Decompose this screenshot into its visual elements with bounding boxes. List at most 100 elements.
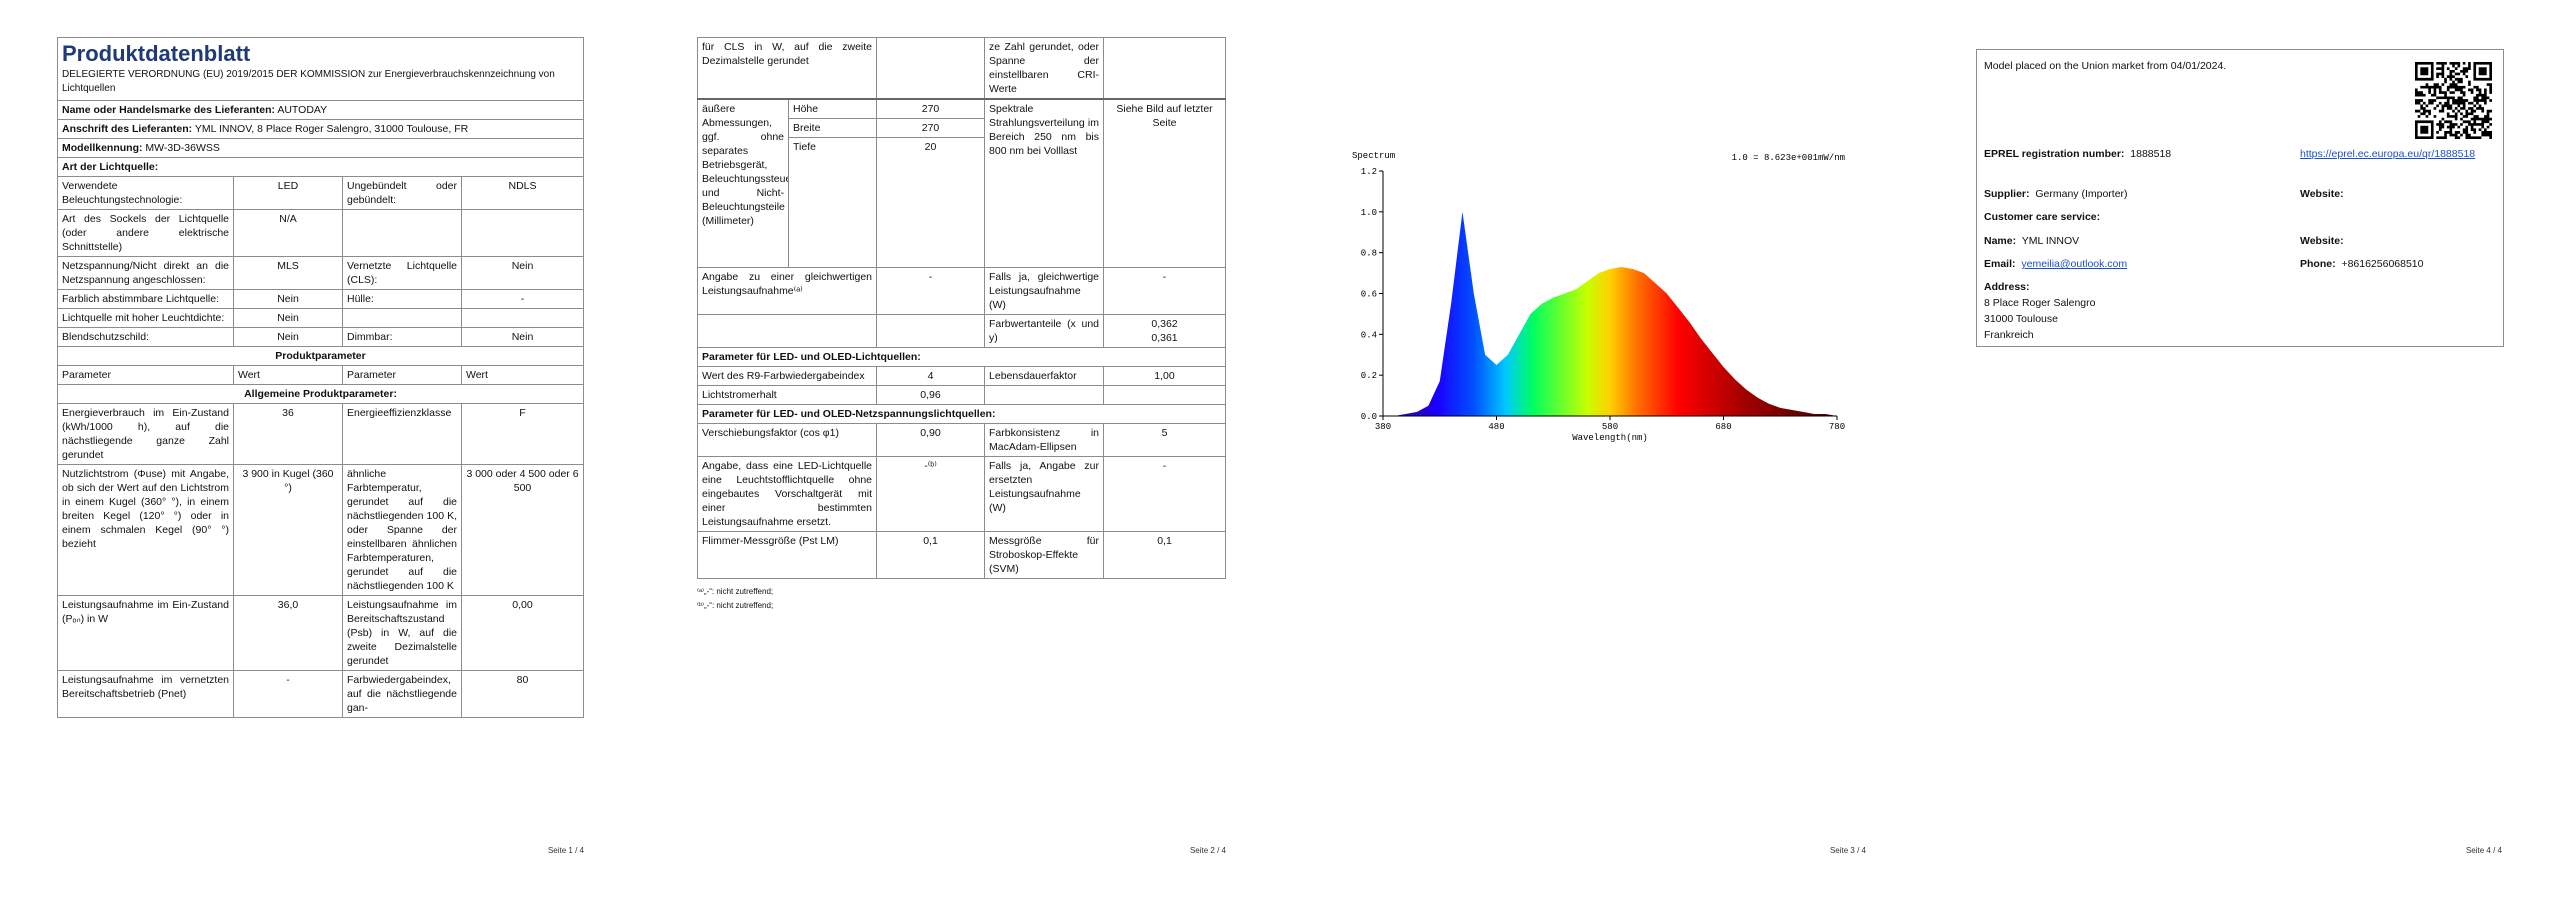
datasheet-table: Produktdatenblatt DELEGIERTE VERORDNUNG … <box>57 37 584 718</box>
cell: LED <box>233 176 343 210</box>
page-footer: Seite 1 / 4 <box>547 846 584 855</box>
supplier: Supplier: Germany (Importer) <box>1984 188 2128 200</box>
address-line: 31000 Toulouse <box>1984 313 2058 325</box>
cell: 0,1 <box>876 531 986 579</box>
y-tick-label: 1.0 <box>1361 208 1377 218</box>
value: 0,361 <box>1151 332 1178 344</box>
label: Phone: <box>2300 258 2336 270</box>
cell: 80 <box>460 670 584 718</box>
cell: Netzspannung/Nicht direkt an die Netzspa… <box>57 256 234 290</box>
section: Allgemeine Produktparameter: <box>57 384 584 404</box>
value: 0,362 <box>1151 318 1178 330</box>
cell <box>876 37 986 100</box>
cell: Nein <box>460 327 584 347</box>
cell: Modellkennung: MW-3D-36WSS <box>57 138 584 158</box>
chart-title: Spectrum <box>1352 151 1395 161</box>
cell: Hülle: <box>342 289 462 309</box>
cell: äußere Abmessungen, ggf. ohne separates … <box>697 98 789 268</box>
cell: 3 900 in Kugel (360 °) <box>233 464 343 596</box>
value: AUTODAY <box>277 104 328 116</box>
label: EPREL registration number: <box>1984 148 2125 160</box>
cell: Spektrale Strahlungsverteilung im Bereic… <box>984 98 1105 268</box>
column-header: Wert <box>460 365 584 385</box>
cell: - <box>1103 267 1227 315</box>
y-tick-label: 0.8 <box>1361 249 1377 259</box>
column-header: Parameter <box>342 365 462 385</box>
label: Anschrift des Lieferanten: <box>62 123 193 135</box>
x-tick-label: 480 <box>1488 422 1504 432</box>
cell: 0,96 <box>876 385 986 405</box>
x-tick-label: 780 <box>1829 422 1845 432</box>
cell: - <box>1103 456 1227 532</box>
y-tick-label: 0.4 <box>1361 330 1377 340</box>
page-footer: Seite 4 / 4 <box>2465 846 2502 855</box>
email-link[interactable]: yemeilia@outlook.com <box>2021 258 2128 270</box>
cell: Nein <box>233 289 343 309</box>
value: YML INNOV, 8 Place Roger Salengro, 31000… <box>194 123 469 135</box>
cell: 0,00 <box>460 595 584 671</box>
footnote: ⁽ᵇ⁾„-“: nicht zutreffend; <box>697 601 774 610</box>
cell: Nein <box>460 256 584 290</box>
cell <box>460 308 584 328</box>
cell: Farbwiedergabeindex, auf die nächstliege… <box>342 670 462 718</box>
cell: Nein <box>233 308 343 328</box>
section: Parameter für LED- und OLED-Lichtquellen… <box>697 347 1227 367</box>
dim-value: 270 <box>876 98 986 119</box>
x-axis-label: Wavelength(nm) <box>1572 433 1648 443</box>
placed-text: Model placed on the Union market from 04… <box>1984 60 2227 72</box>
cell: Name oder Handelsmarke des Lieferanten: … <box>57 100 584 120</box>
address-line: 8 Place Roger Salengro <box>1984 297 2096 309</box>
header-cell: Produktdatenblatt DELEGIERTE VERORDNUNG … <box>57 37 584 101</box>
label: Supplier: <box>1984 188 2030 200</box>
dim-name: Höhe <box>787 98 878 119</box>
cell: Verwendete Beleuchtungstechnologie: <box>57 176 234 210</box>
page-4-box: Model placed on the Union market from 04… <box>1976 49 2504 347</box>
column-header: Parameter <box>57 365 234 385</box>
page-footer: Seite 2 / 4 <box>1189 846 1226 855</box>
label: Modellkennung: <box>62 142 143 154</box>
cell: Lichtquelle mit hoher Leuchtdichte: <box>57 308 234 328</box>
cell: Energieverbrauch im Ein-Zustand (kWh/100… <box>57 403 234 465</box>
cell <box>984 385 1105 405</box>
value: Germany (Importer) <box>2035 188 2128 200</box>
datasheet-table: für CLS in W, auf die zweite Dezimalstel… <box>697 37 1227 579</box>
cell <box>1103 385 1227 405</box>
dim-value: 270 <box>876 118 986 138</box>
cell: 0,1 <box>1103 531 1227 579</box>
email: Email: yemeilia@outlook.com <box>1984 258 2127 270</box>
cell: Nein <box>233 327 343 347</box>
cell: Falls ja, gleichwertige Leistungsaufnahm… <box>984 267 1105 315</box>
cell: Leistungsaufnahme im Bereitschaftszustan… <box>342 595 462 671</box>
label: Customer care service: <box>1984 211 2101 223</box>
value: +8616256068510 <box>2341 258 2424 270</box>
cell: 0,362 0,361 <box>1103 314 1227 348</box>
cell: 0,90 <box>876 423 986 457</box>
spectrum-chart: Spectrum 1.0 = 8.623e+001mW/nm Wavelength(… <box>1352 151 1845 443</box>
cell: Leistungsaufnahme im Ein-Zustand (Pₒₙ) i… <box>57 595 234 671</box>
cell: Verschiebungsfaktor (cos φ1) <box>697 423 878 457</box>
cell: ähnliche Farbtemperatur, gerundet auf di… <box>342 464 462 596</box>
x-tick-label: 580 <box>1602 422 1618 432</box>
cell: - <box>460 289 584 309</box>
value: YML INNOV <box>2021 235 2080 247</box>
title: Produktdatenblatt <box>62 41 251 66</box>
cell: für CLS in W, auf die zweite Dezimalstel… <box>697 37 878 100</box>
chart-note: 1.0 = 8.623e+001mW/nm <box>1732 153 1845 163</box>
eprel-link[interactable]: https://eprel.ec.europa.eu/qr/1888518 <box>2300 148 2476 160</box>
cell <box>876 314 986 348</box>
cell <box>697 314 878 348</box>
name: Name: YML INNOV <box>1984 235 2079 247</box>
cell: Farblich abstimmbare Lichtquelle: <box>57 289 234 309</box>
dim-name: Tiefe <box>787 137 878 268</box>
y-tick-label: 0.6 <box>1361 290 1377 300</box>
label: Email: <box>1984 258 2016 270</box>
cell <box>1103 37 1227 100</box>
cell: Farbkonsistenz in MacAdam-Ellipsen <box>984 423 1105 457</box>
cell: Falls ja, Angabe zur ersetzten Leistungs… <box>984 456 1105 532</box>
label: Name: <box>1984 235 2017 247</box>
qr-modules <box>2415 62 2492 139</box>
cell: 5 <box>1103 423 1227 457</box>
page-2: für CLS in W, auf die zweite Dezimalstel… <box>697 37 1227 617</box>
x-tick-label: 680 <box>1715 422 1731 432</box>
cell: Anschrift des Lieferanten: YML INNOV, 8 … <box>57 119 584 139</box>
